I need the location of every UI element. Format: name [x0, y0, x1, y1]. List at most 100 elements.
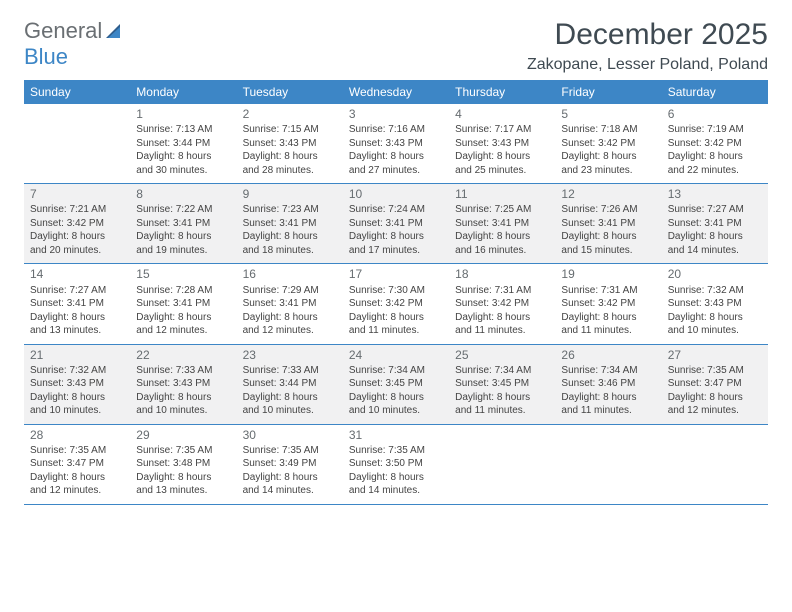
day-number: 27 — [668, 347, 762, 363]
location-text: Zakopane, Lesser Poland, Poland — [527, 56, 768, 74]
sunset-text: Sunset: 3:50 PM — [349, 457, 443, 471]
calendar-cell — [449, 425, 555, 504]
sunrise-text: Sunrise: 7:16 AM — [349, 123, 443, 137]
day-number: 31 — [349, 427, 443, 443]
sunset-text: Sunset: 3:43 PM — [30, 377, 124, 391]
calendar-body: 1Sunrise: 7:13 AMSunset: 3:44 PMDaylight… — [24, 104, 768, 505]
calendar-cell: 24Sunrise: 7:34 AMSunset: 3:45 PMDayligh… — [343, 345, 449, 424]
sunset-text: Sunset: 3:45 PM — [349, 377, 443, 391]
daylight-text: and 13 minutes. — [136, 484, 230, 498]
sunrise-text: Sunrise: 7:27 AM — [668, 203, 762, 217]
day-number: 20 — [668, 266, 762, 282]
calendar-cell: 25Sunrise: 7:34 AMSunset: 3:45 PMDayligh… — [449, 345, 555, 424]
sunset-text: Sunset: 3:43 PM — [668, 297, 762, 311]
sunrise-text: Sunrise: 7:25 AM — [455, 203, 549, 217]
daylight-text: and 15 minutes. — [561, 244, 655, 258]
daylight-text: and 12 minutes. — [243, 324, 337, 338]
sunrise-text: Sunrise: 7:33 AM — [243, 364, 337, 378]
day-number: 2 — [243, 106, 337, 122]
calendar-week: 7Sunrise: 7:21 AMSunset: 3:42 PMDaylight… — [24, 184, 768, 264]
day-number: 10 — [349, 186, 443, 202]
calendar-cell: 18Sunrise: 7:31 AMSunset: 3:42 PMDayligh… — [449, 264, 555, 343]
calendar-cell: 5Sunrise: 7:18 AMSunset: 3:42 PMDaylight… — [555, 104, 661, 183]
sunrise-text: Sunrise: 7:32 AM — [30, 364, 124, 378]
daylight-text: Daylight: 8 hours — [243, 471, 337, 485]
calendar-cell: 14Sunrise: 7:27 AMSunset: 3:41 PMDayligh… — [24, 264, 130, 343]
day-number: 9 — [243, 186, 337, 202]
day-number: 11 — [455, 186, 549, 202]
sunset-text: Sunset: 3:41 PM — [349, 217, 443, 231]
day-number: 28 — [30, 427, 124, 443]
daylight-text: Daylight: 8 hours — [561, 391, 655, 405]
day-number: 14 — [30, 266, 124, 282]
daylight-text: and 10 minutes. — [30, 404, 124, 418]
sunset-text: Sunset: 3:43 PM — [136, 377, 230, 391]
sunrise-text: Sunrise: 7:22 AM — [136, 203, 230, 217]
sunrise-text: Sunrise: 7:35 AM — [349, 444, 443, 458]
calendar-week: 21Sunrise: 7:32 AMSunset: 3:43 PMDayligh… — [24, 345, 768, 425]
sunrise-text: Sunrise: 7:13 AM — [136, 123, 230, 137]
daylight-text: Daylight: 8 hours — [243, 150, 337, 164]
sunset-text: Sunset: 3:41 PM — [136, 217, 230, 231]
calendar-cell: 17Sunrise: 7:30 AMSunset: 3:42 PMDayligh… — [343, 264, 449, 343]
daylight-text: Daylight: 8 hours — [30, 311, 124, 325]
daylight-text: Daylight: 8 hours — [668, 230, 762, 244]
sunset-text: Sunset: 3:45 PM — [455, 377, 549, 391]
sunset-text: Sunset: 3:49 PM — [243, 457, 337, 471]
calendar-week: 28Sunrise: 7:35 AMSunset: 3:47 PMDayligh… — [24, 425, 768, 505]
day-number: 25 — [455, 347, 549, 363]
day-number: 3 — [349, 106, 443, 122]
daylight-text: and 28 minutes. — [243, 164, 337, 178]
sunset-text: Sunset: 3:42 PM — [668, 137, 762, 151]
sunrise-text: Sunrise: 7:31 AM — [455, 284, 549, 298]
sunrise-text: Sunrise: 7:17 AM — [455, 123, 549, 137]
calendar-cell: 22Sunrise: 7:33 AMSunset: 3:43 PMDayligh… — [130, 345, 236, 424]
sunrise-text: Sunrise: 7:19 AM — [668, 123, 762, 137]
daylight-text: Daylight: 8 hours — [561, 150, 655, 164]
sunrise-text: Sunrise: 7:33 AM — [136, 364, 230, 378]
calendar-cell — [24, 104, 130, 183]
calendar-cell: 1Sunrise: 7:13 AMSunset: 3:44 PMDaylight… — [130, 104, 236, 183]
sunrise-text: Sunrise: 7:28 AM — [136, 284, 230, 298]
daylight-text: Daylight: 8 hours — [243, 311, 337, 325]
sunrise-text: Sunrise: 7:34 AM — [349, 364, 443, 378]
daylight-text: Daylight: 8 hours — [668, 391, 762, 405]
calendar-cell: 29Sunrise: 7:35 AMSunset: 3:48 PMDayligh… — [130, 425, 236, 504]
daylight-text: and 18 minutes. — [243, 244, 337, 258]
sunrise-text: Sunrise: 7:31 AM — [561, 284, 655, 298]
daylight-text: Daylight: 8 hours — [136, 311, 230, 325]
daylight-text: and 16 minutes. — [455, 244, 549, 258]
day-number: 19 — [561, 266, 655, 282]
sunset-text: Sunset: 3:41 PM — [455, 217, 549, 231]
daylight-text: Daylight: 8 hours — [561, 230, 655, 244]
sunrise-text: Sunrise: 7:29 AM — [243, 284, 337, 298]
month-title: December 2025 — [527, 18, 768, 52]
page-header: General Blue December 2025 Zakopane, Les… — [24, 18, 768, 74]
calendar-cell — [555, 425, 661, 504]
sunrise-text: Sunrise: 7:26 AM — [561, 203, 655, 217]
weekday-header: Monday — [130, 80, 236, 104]
daylight-text: and 23 minutes. — [561, 164, 655, 178]
day-number: 16 — [243, 266, 337, 282]
day-number: 7 — [30, 186, 124, 202]
day-number: 30 — [243, 427, 337, 443]
sunset-text: Sunset: 3:46 PM — [561, 377, 655, 391]
calendar-cell: 27Sunrise: 7:35 AMSunset: 3:47 PMDayligh… — [662, 345, 768, 424]
calendar-week: 14Sunrise: 7:27 AMSunset: 3:41 PMDayligh… — [24, 264, 768, 344]
day-number: 17 — [349, 266, 443, 282]
daylight-text: and 11 minutes. — [561, 324, 655, 338]
calendar-cell: 12Sunrise: 7:26 AMSunset: 3:41 PMDayligh… — [555, 184, 661, 263]
sunrise-text: Sunrise: 7:35 AM — [668, 364, 762, 378]
sunrise-text: Sunrise: 7:23 AM — [243, 203, 337, 217]
daylight-text: Daylight: 8 hours — [455, 150, 549, 164]
daylight-text: Daylight: 8 hours — [349, 230, 443, 244]
calendar-cell: 30Sunrise: 7:35 AMSunset: 3:49 PMDayligh… — [237, 425, 343, 504]
calendar-cell: 23Sunrise: 7:33 AMSunset: 3:44 PMDayligh… — [237, 345, 343, 424]
weekday-header: Saturday — [662, 80, 768, 104]
daylight-text: and 14 minutes. — [349, 484, 443, 498]
sunset-text: Sunset: 3:42 PM — [561, 137, 655, 151]
daylight-text: and 10 minutes. — [668, 324, 762, 338]
day-number: 21 — [30, 347, 124, 363]
sunrise-text: Sunrise: 7:35 AM — [30, 444, 124, 458]
sunset-text: Sunset: 3:43 PM — [349, 137, 443, 151]
